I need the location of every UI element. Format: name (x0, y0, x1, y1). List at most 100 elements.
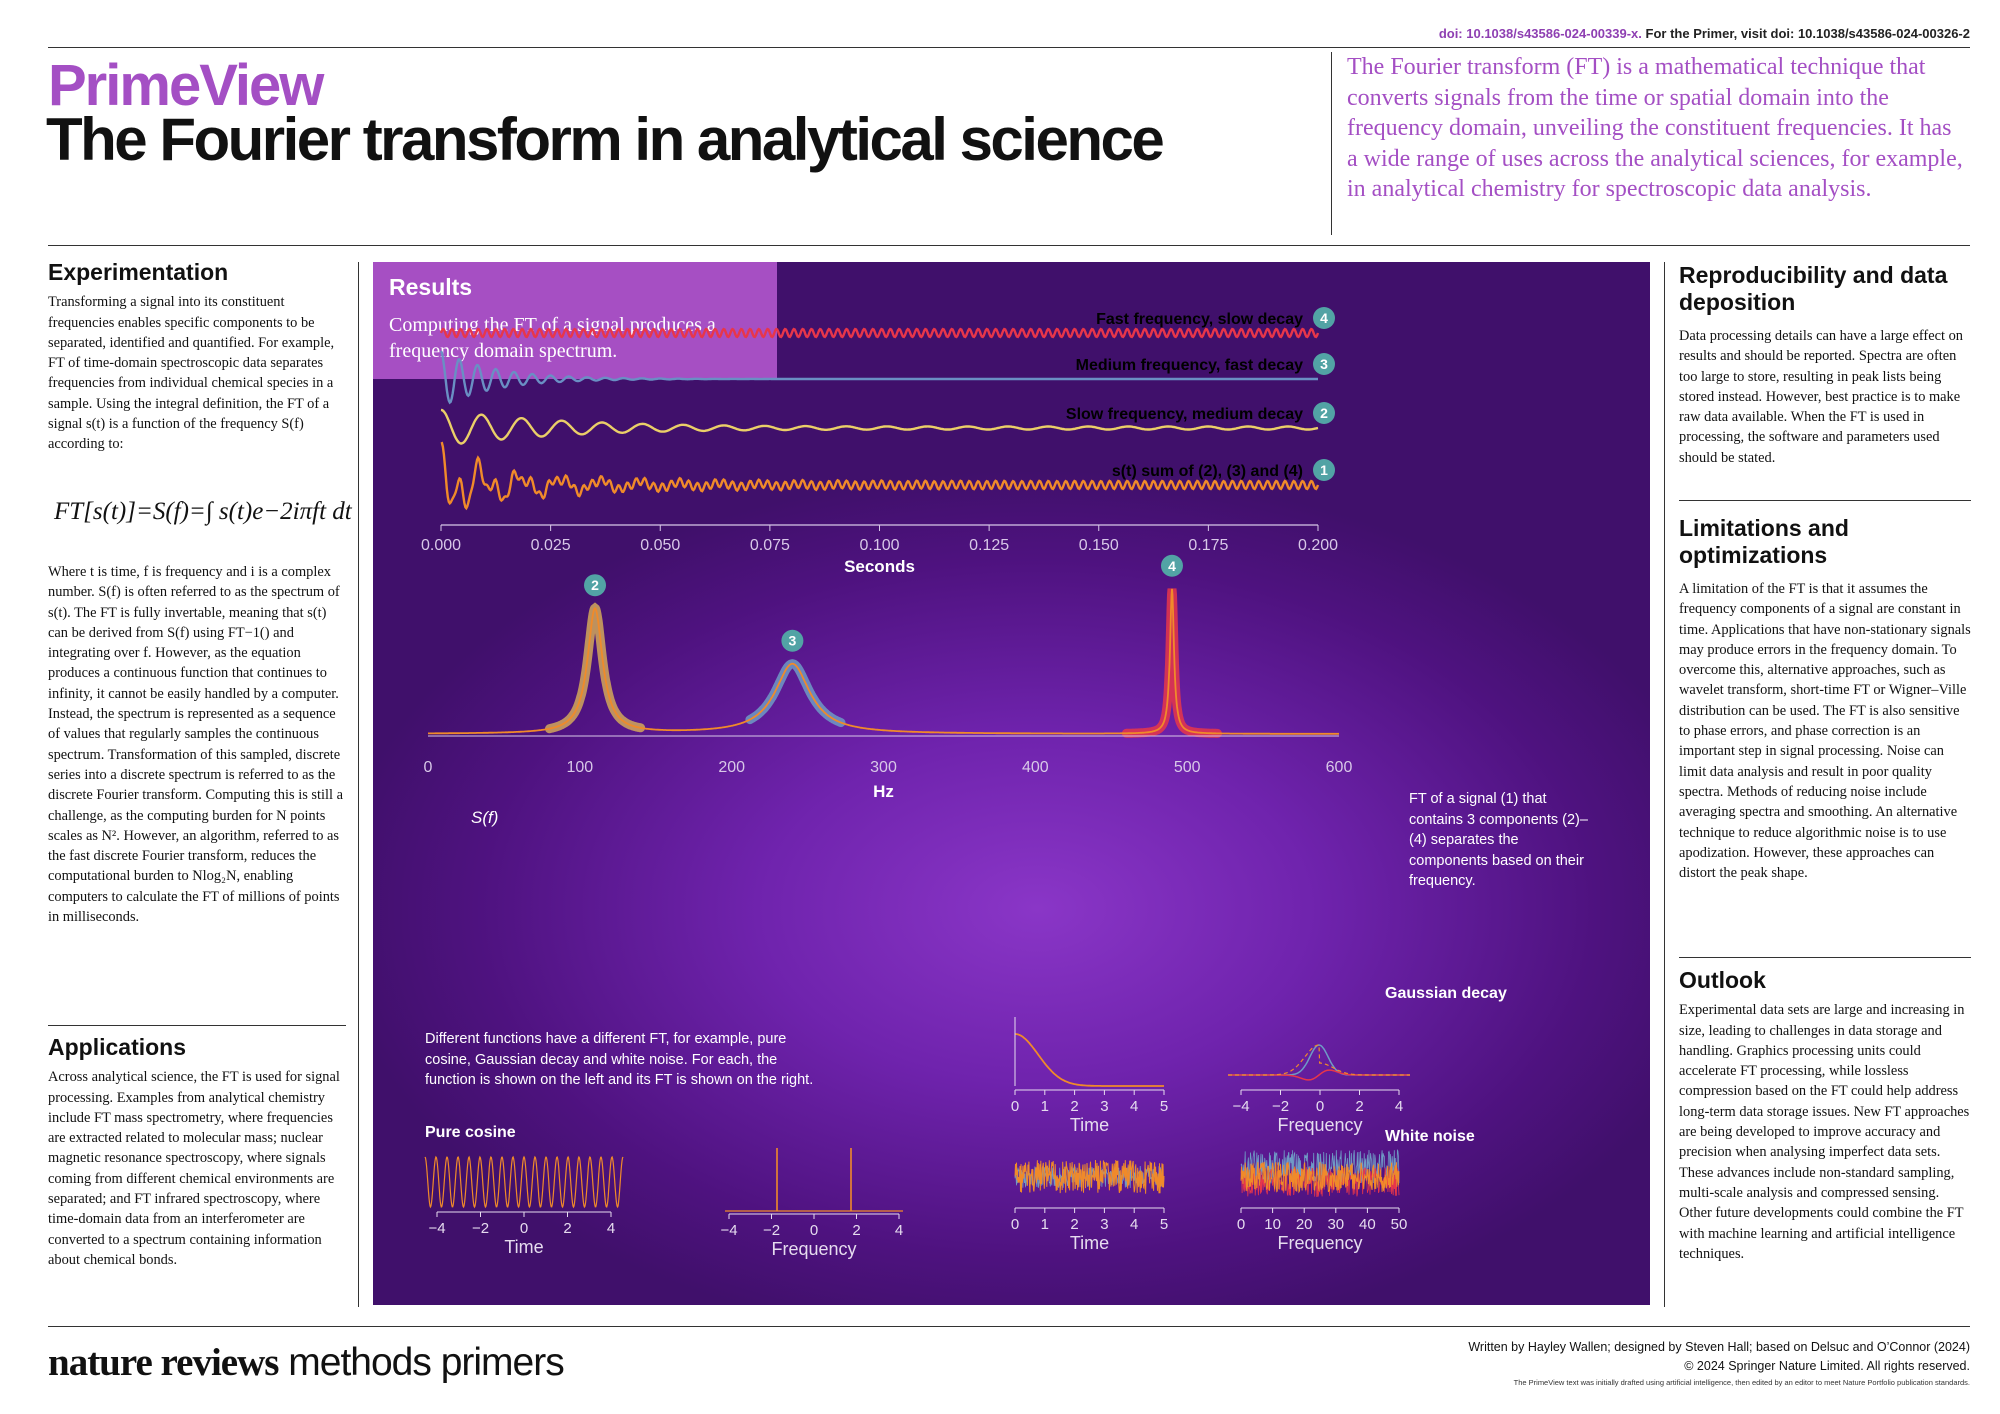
page-title: The Fourier transform in analytical scie… (46, 106, 1165, 173)
small-tick-label: −2 (472, 1220, 489, 1237)
small-tick-label: 5 (1160, 1098, 1168, 1115)
time-tick-label: 0.075 (750, 537, 790, 554)
credit-copyright: © 2024 Springer Nature Limited. All righ… (1684, 1359, 1970, 1373)
footer-rule (48, 1326, 1970, 1327)
header-divider (1331, 52, 1332, 235)
brand-primeview: PrimeView (48, 53, 324, 118)
ft-note: FT of a signal (1) that contains 3 compo… (1409, 791, 1588, 889)
wave-label-1: s(t) sum of (2), (3) and (4) (1112, 463, 1303, 480)
results-heading: Results (389, 274, 473, 300)
applications-section: Applications Across analytical science, … (48, 1035, 346, 1270)
small-tick-label: 0 (810, 1222, 818, 1239)
experimentation-heading: Experimentation (48, 259, 229, 285)
time-axis-title: Seconds (844, 557, 915, 576)
gaussian-ft-abs (1228, 1044, 1410, 1076)
small-tick-label: 1 (1041, 1216, 1049, 1233)
doi-line: doi: 10.1038/s43586-024-00339-x. For the… (1439, 26, 1970, 41)
wave-badge-4 (1313, 307, 1335, 329)
wave-badge-num-4: 4 (1320, 310, 1328, 326)
freq-tick-label: 300 (870, 759, 897, 776)
peak-badge-num-2: 2 (591, 577, 599, 593)
small-tick-label: −2 (763, 1222, 780, 1239)
limitations-p1: A limitation of the FT is that it assume… (1679, 581, 1971, 882)
small-tick-label: 4 (1130, 1098, 1138, 1115)
outlook-heading: Outlook (1679, 967, 1766, 993)
limitations-heading: Limitations and optimizations (1679, 515, 1849, 568)
small-tick-label: −4 (428, 1220, 445, 1237)
reproducibility-section: Reproducibility and data deposition Data… (1679, 262, 1971, 468)
wave-badge-2 (1313, 402, 1335, 424)
small-tick-label: 20 (1296, 1216, 1313, 1233)
header-bottom-rule (48, 245, 1970, 246)
small-tick-label: 2 (563, 1220, 571, 1237)
sf-label: S(f) (471, 808, 498, 827)
freq-tick-label: 600 (1326, 759, 1353, 776)
intro-text: The Fourier transform (FT) is a mathemat… (1347, 54, 1963, 202)
small-tick-label: 4 (607, 1220, 615, 1237)
small-tick-label: 3 (1100, 1216, 1108, 1233)
experimentation-p2: Where t is time, f is frequency and i is… (48, 564, 343, 926)
small-tick-label: 2 (1355, 1098, 1363, 1115)
doi-primer[interactable]: For the Primer, visit doi: 10.1038/s4358… (1645, 26, 1970, 41)
small-axis-title: Frequency (1277, 1233, 1362, 1253)
freq-tick-label: 100 (566, 759, 593, 776)
small-axis-title: Frequency (1277, 1115, 1362, 1135)
wave-badge-1 (1313, 459, 1335, 481)
reproducibility-heading: Reproducibility and data deposition (1679, 262, 1948, 315)
spectrum-line (428, 588, 1339, 735)
outlook-section: Outlook Experimental data sets are large… (1679, 967, 1971, 1264)
right-col-divider (1664, 262, 1665, 1307)
footer-brand-light: methods primers (278, 1341, 564, 1384)
freq-tick-label: 500 (1174, 759, 1201, 776)
ft-formula: FT[s(t)]=S(f)=∫ s(t)e−2iπft dt (54, 498, 352, 526)
peak-badge-num-4: 4 (1168, 558, 1176, 574)
small-tick-label: 0 (1237, 1216, 1245, 1233)
credits: Written by Hayley Wallen; designed by St… (1468, 1338, 1970, 1376)
doi-article[interactable]: doi: 10.1038/s43586-024-00339-x. (1438, 26, 1642, 41)
small-axis-title: Time (1070, 1233, 1109, 1253)
wave-badge-num-1: 1 (1320, 462, 1328, 478)
freq-axis-title: Hz (873, 782, 894, 801)
noise-wave (1014, 1159, 1165, 1194)
time-tick-label: 0.050 (640, 537, 680, 554)
gaussian-decay-title: Gaussian decay (1385, 985, 1507, 1002)
frequency-spectrum: 2 3 4 0 100 200 300 400 500 600 Hz (424, 554, 1353, 801)
small-tick-label: 4 (1395, 1098, 1403, 1115)
small-tick-label: 0 (1316, 1098, 1324, 1115)
small-axis-title: Time (1070, 1115, 1109, 1135)
results-panel: Results Computing the FT of a signal pro… (373, 262, 1650, 1305)
wave-series-3 (439, 350, 1318, 405)
small-tick-label: 5 (1160, 1216, 1168, 1233)
left-rule (48, 1025, 346, 1026)
time-tick-label: 0.125 (969, 537, 1009, 554)
small-tick-label: 0 (1011, 1098, 1019, 1115)
time-domain-waves: Fast frequency, slow decay 4 Medium freque… (439, 307, 1335, 511)
time-tick-label: 0.000 (421, 537, 461, 554)
pure-cosine-title: Pure cosine (425, 1124, 516, 1141)
freq-tick-label: 200 (718, 759, 745, 776)
small-tick-label: 2 (1070, 1216, 1078, 1233)
peak-badge-4 (1160, 554, 1183, 577)
right-rule-1 (1679, 500, 1971, 501)
time-tick-label: 0.175 (1188, 537, 1228, 554)
functions-note: Different functions have a different FT,… (425, 1031, 814, 1088)
wave-label-2: Slow frequency, medium decay (1066, 406, 1303, 423)
small-tick-label: −2 (1272, 1098, 1289, 1115)
credit-authors: Written by Hayley Wallen; designed by St… (1468, 1340, 1970, 1354)
peak-badge-num-3: 3 (789, 633, 797, 649)
time-tick-label: 0.100 (859, 537, 899, 554)
time-axis: 0.000 0.025 0.050 0.075 0.100 0.125 0.150 0.175… (421, 524, 1338, 576)
peak-badge-2 (584, 574, 607, 597)
small-tick-label: 50 (1391, 1216, 1408, 1233)
credit-ai-note: The PrimeView text was initially drafted… (1513, 1378, 1970, 1387)
peak-band-4 (1121, 588, 1222, 738)
left-col-divider (358, 262, 359, 1307)
small-tick-label: 4 (1130, 1216, 1138, 1233)
freq-tick-label: 400 (1022, 759, 1049, 776)
time-tick-label: 0.150 (1079, 537, 1119, 554)
time-tick-label: 0.025 (531, 537, 571, 554)
wave-series-4 (439, 327, 1320, 339)
small-tick-label: 0 (520, 1220, 528, 1237)
small-tick-label: 3 (1100, 1098, 1108, 1115)
